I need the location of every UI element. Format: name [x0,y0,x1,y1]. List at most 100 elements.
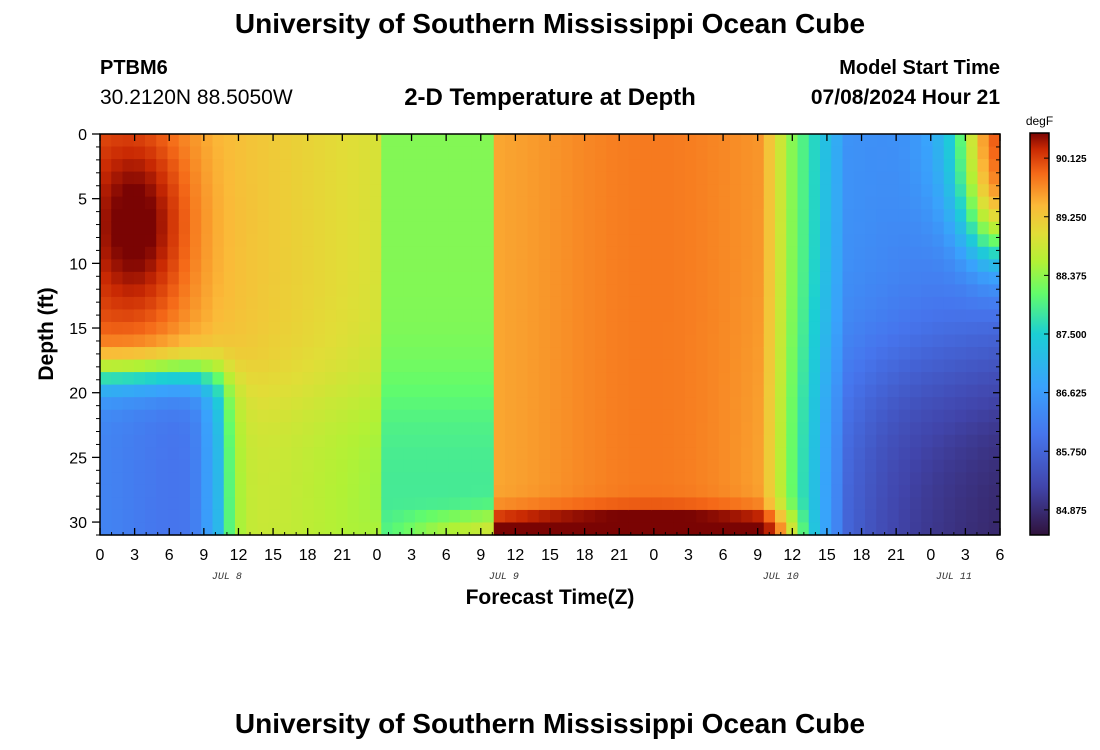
heatmap-cell [606,334,619,348]
heatmap-cell [268,134,281,148]
heatmap-cell [797,221,810,235]
heatmap-cell [910,296,922,311]
heatmap-cell [606,221,619,235]
heatmap-cell [291,184,304,198]
heatmap-cell [820,321,832,336]
heatmap-cell [741,397,754,411]
heatmap-cell [437,209,450,223]
heatmap-cell [313,296,326,311]
heatmap-cell [538,459,551,473]
heatmap-cell [313,171,326,185]
heatmap-cell [336,146,349,160]
heatmap-cell [201,284,214,298]
heatmap-cell [651,284,664,298]
heatmap-cell [336,271,349,285]
heatmap-cell [268,146,281,160]
heatmap-cell [460,159,472,173]
heatmap-cell [988,347,1001,361]
heatmap-cell [932,184,945,198]
heatmap-cell [617,472,630,486]
heatmap-cell [752,234,765,248]
heatmap-cell [448,221,461,235]
heatmap-cell [910,234,922,248]
heatmap-cell [955,522,967,536]
heatmap-cell [370,459,382,473]
heatmap-cell [797,321,810,336]
heatmap-cell [988,146,1001,160]
heatmap-cell [921,472,934,486]
heatmap-cell [291,296,304,311]
heatmap-cell [246,434,259,448]
heatmap-cell [977,146,990,160]
heatmap-cell [460,196,472,210]
heatmap-cell [932,459,945,473]
heatmap-cell [775,246,787,260]
heatmap-cell [685,409,697,423]
heatmap-cell [606,397,619,411]
heatmap-cell [235,321,247,336]
heatmap-cell [696,484,709,499]
heatmap-cell [640,397,652,411]
heatmap-cell [516,284,529,298]
heatmap-cell [876,196,889,210]
heatmap-cell [460,334,472,348]
heatmap-cell [640,434,652,448]
heatmap-cell [707,359,720,373]
heatmap-cell [516,134,529,148]
heatmap-cell [606,259,619,273]
heatmap-cell [381,296,394,311]
heatmap-cell [302,409,315,423]
heatmap-cell [606,209,619,223]
heatmap-cell [876,347,889,361]
heatmap-cell [865,484,877,499]
heatmap-cell [145,246,157,260]
heatmap-cell [493,447,506,461]
heatmap-cell [527,321,540,336]
heatmap-cell [448,196,461,210]
heatmap-cell [190,347,202,361]
heatmap-cell [988,271,1001,285]
heatmap-cell [673,259,686,273]
heatmap-cell [370,296,382,311]
heatmap-cell [313,271,326,285]
heatmap-cell [167,509,180,524]
heatmap-cell [190,497,202,511]
heatmap-cell [572,384,585,398]
heatmap-cell [640,159,652,173]
heatmap-cell [842,259,855,273]
heatmap-cell [887,309,900,323]
heatmap-cell [955,221,967,235]
heatmap-cell [437,334,450,348]
heatmap-cell [820,259,832,273]
heatmap-cell [786,359,799,373]
heatmap-cell [100,459,112,473]
heatmap-cell [842,422,855,436]
heatmap-cell [921,221,934,235]
heatmap-cell [820,271,832,285]
model-start-label: Model Start Time [839,57,1000,79]
heatmap-cell [741,309,754,323]
heatmap-cell [527,522,540,536]
heatmap-cell [156,409,169,423]
heatmap-cell [313,234,326,248]
heatmap-cell [156,221,169,235]
heatmap-cell [617,171,630,185]
heatmap-cell [212,146,225,160]
heatmap-cell [662,497,675,511]
heatmap-cell [707,209,720,223]
heatmap-cell [201,509,214,524]
heatmap-cell [617,359,630,373]
heatmap-cell [448,284,461,298]
heatmap-cell [100,234,112,248]
heatmap-cell [921,409,934,423]
heatmap-cell [415,334,427,348]
heatmap-cell [572,334,585,348]
heatmap-cell [752,209,765,223]
heatmap-cell [426,171,439,185]
heatmap-cell [403,359,416,373]
heatmap-cell [651,447,664,461]
heatmap-cell [561,171,574,185]
heatmap-cell [617,497,630,511]
heatmap-cell [673,384,686,398]
heatmap-cell [370,497,382,511]
